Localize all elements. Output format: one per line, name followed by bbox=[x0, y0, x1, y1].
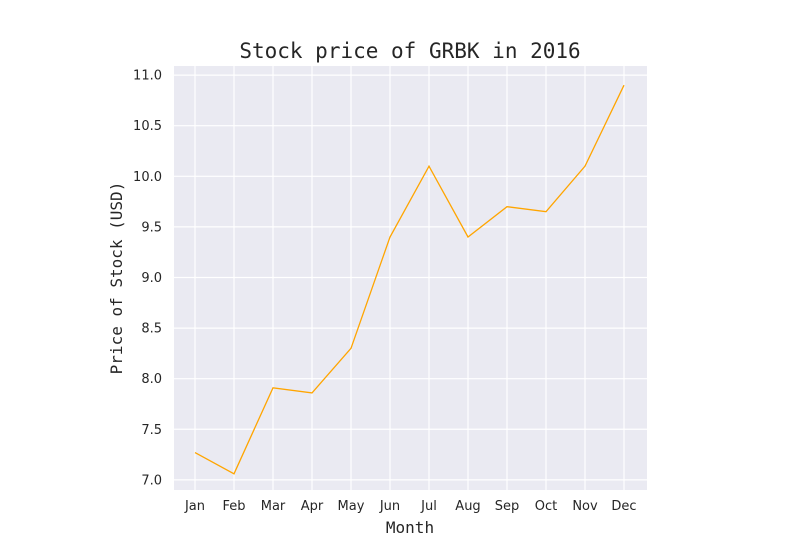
y-gridlines bbox=[174, 74, 647, 481]
x-tick-label: Aug bbox=[455, 499, 480, 514]
x-tick-label: Sep bbox=[495, 499, 520, 514]
x-tick-label: Mar bbox=[261, 499, 286, 514]
y-tick-label: 10.5 bbox=[133, 119, 162, 134]
x-tick-label: Jun bbox=[379, 499, 400, 514]
y-tick-label: 9.0 bbox=[141, 271, 162, 286]
series-layer bbox=[194, 84, 625, 475]
y-tick-label: 10.0 bbox=[133, 170, 162, 185]
x-tick-label: Apr bbox=[301, 499, 324, 514]
y-tick-labels: 7.0 7.5 8.0 8.5 9.0 9.5 10.0 10.5 11.0 bbox=[133, 69, 162, 489]
chart-title: Stock price of GRBK in 2016 bbox=[239, 39, 580, 63]
x-tick-label: Dec bbox=[611, 499, 636, 514]
y-tick-label: 8.0 bbox=[141, 372, 162, 387]
y-tick-label: 7.5 bbox=[141, 423, 162, 438]
y-axis-label: Price of Stock (USD) bbox=[107, 182, 126, 375]
x-tick-label: May bbox=[338, 499, 365, 514]
x-tick-labels: Jan Feb Mar Apr May Jun Jul Aug Sep Oct Nov Dec bbox=[184, 499, 637, 514]
x-tick-label: Feb bbox=[222, 499, 245, 514]
y-tick-label: 9.5 bbox=[141, 220, 162, 235]
x-tick-label: Jul bbox=[420, 499, 437, 514]
y-tick-label: 7.0 bbox=[141, 473, 162, 488]
x-tick-label: Jan bbox=[184, 499, 205, 514]
x-tick-label: Nov bbox=[572, 499, 598, 514]
y-tick-label: 11.0 bbox=[133, 69, 162, 84]
x-tick-label: Oct bbox=[535, 499, 557, 514]
x-axis-label: Month bbox=[386, 518, 434, 537]
series-line bbox=[194, 84, 625, 475]
y-tick-label: 8.5 bbox=[141, 322, 162, 337]
